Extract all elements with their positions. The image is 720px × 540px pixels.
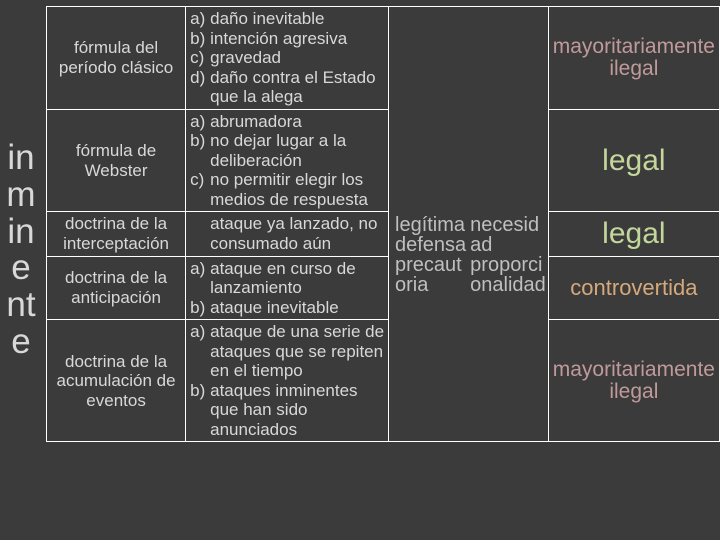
status-cell: legal [548, 212, 719, 256]
doctrine-cell: fórmula del período clásico [47, 7, 186, 110]
criteria-cell: a)ataque en curso de lanzamientob)ataque… [186, 256, 389, 320]
criteria-letter: a) [190, 259, 210, 298]
criteria-line: ataque ya lanzado, no consumado aún [190, 214, 384, 253]
status-label: legal [602, 217, 665, 250]
doctrine-cell: doctrina de la interceptación [47, 212, 186, 256]
table-row: fórmula de Webster a)abrumadorab)no dejar… [47, 109, 720, 212]
doctrine-label: doctrina de la interceptación [63, 214, 169, 253]
status-cell: mayoritariamente ilegal [548, 7, 719, 110]
bridge-word: defensa [395, 235, 466, 255]
doctrine-label: doctrina de la acumulación de eventos [57, 352, 176, 410]
status-label: legal [602, 144, 665, 177]
criteria-cell: a)ataque de una serie de ataques que se … [186, 320, 389, 442]
criteria-text: ataque en curso de lanzamiento [210, 259, 384, 298]
bridge-word: legítima [395, 215, 466, 235]
criteria-line: a)abrumadora [190, 112, 384, 132]
doctrine-label: doctrina de la anticipación [65, 268, 167, 307]
criteria-line: c)gravedad [190, 48, 384, 68]
criteria-cell: a)abrumadorab)no dejar lugar a la delibe… [186, 109, 389, 212]
criteria-letter: b) [190, 131, 210, 170]
bridge-word: necesid [470, 215, 546, 235]
criteria-text: ataque de una serie de ataques que se re… [210, 322, 384, 381]
left-label-line: e [0, 250, 45, 287]
criteria-letter: c) [190, 48, 210, 68]
criteria-text: intención agresiva [210, 29, 384, 49]
bridge-word: onalidad [470, 275, 546, 295]
criteria-line: b) ataques inminentes que han sido anunc… [190, 381, 384, 440]
criteria-line: b)ataque inevitable [190, 298, 384, 318]
criteria-letter: b) [190, 381, 210, 440]
doctrine-label: fórmula del período clásico [59, 38, 173, 77]
doctrine-label: fórmula de Webster [76, 141, 156, 180]
criteria-line: a)daño inevitable [190, 9, 384, 29]
doctrine-cell: doctrina de la acumulación de eventos [47, 320, 186, 442]
bridge-word: ad [470, 235, 546, 255]
criteria-letter: a) [190, 322, 210, 381]
bridge-text: legítima defensa precaut oria necesid ad… [395, 215, 546, 295]
left-label-line: in [0, 140, 45, 177]
left-label-line: e [0, 324, 45, 361]
criteria-text: abrumadora [210, 112, 384, 132]
criteria-text: daño inevitable [210, 9, 384, 29]
criteria-letter: a) [190, 9, 210, 29]
criteria-letter: b) [190, 29, 210, 49]
criteria-line: b)intención agresiva [190, 29, 384, 49]
criteria-line: a)ataque en curso de lanzamiento [190, 259, 384, 298]
bridge-word: proporci [470, 255, 546, 275]
criteria-letter: b) [190, 298, 210, 318]
criteria-text: no permitir elegir los medios de respues… [210, 170, 384, 209]
criteria-letter [190, 214, 210, 253]
criteria-line: d)daño contra el Estado que la alega [190, 68, 384, 107]
status-cell: mayoritariamente ilegal [548, 320, 719, 442]
criteria-text: ataque ya lanzado, no consumado aún [210, 214, 384, 253]
left-label-line: in [0, 214, 45, 251]
table-row: doctrina de la interceptación ataque ya l… [47, 212, 720, 256]
bridge-word: oria [395, 275, 466, 295]
table-row: doctrina de la anticipación a)ataque en c… [47, 256, 720, 320]
doctrines-table: fórmula del período clásicoa)daño inevit… [46, 6, 720, 442]
table-row: doctrina de la acumulación de eventosa)a… [47, 320, 720, 442]
criteria-text: gravedad [210, 48, 384, 68]
criteria-letter: d) [190, 68, 210, 107]
status-label: mayoritariamente ilegal [553, 35, 715, 80]
criteria-text: ataques inminentes que han sido anunciad… [210, 381, 384, 440]
criteria-text: no dejar lugar a la deliberación [210, 131, 384, 170]
status-cell: legal [548, 109, 719, 212]
criteria-letter: a) [190, 112, 210, 132]
status-label: mayoritariamente ilegal [553, 358, 715, 403]
criteria-text: daño contra el Estado que la alega [210, 68, 384, 107]
criteria-letter: c) [190, 170, 210, 209]
criteria-line: c)no permitir elegir los medios de respu… [190, 170, 384, 209]
doctrine-cell: fórmula de Webster [47, 109, 186, 212]
criteria-line: a)ataque de una serie de ataques que se … [190, 322, 384, 381]
criteria-cell: a)daño inevitableb)intención agresivac)g… [186, 7, 389, 110]
bridge-word: precaut [395, 255, 466, 275]
status-cell: controvertida [548, 256, 719, 320]
left-label-line: nt [0, 287, 45, 324]
status-label: controvertida [570, 275, 697, 300]
left-label: in m in e nt e [0, 140, 45, 361]
criteria-cell: ataque ya lanzado, no consumado aún [186, 212, 389, 256]
criteria-line: b)no dejar lugar a la deliberación [190, 131, 384, 170]
table-row: fórmula del período clásico a)daño inevit… [47, 7, 720, 110]
criteria-text: ataque inevitable [210, 298, 384, 318]
left-label-line: m [0, 177, 45, 214]
doctrine-cell: doctrina de la anticipación [47, 256, 186, 320]
